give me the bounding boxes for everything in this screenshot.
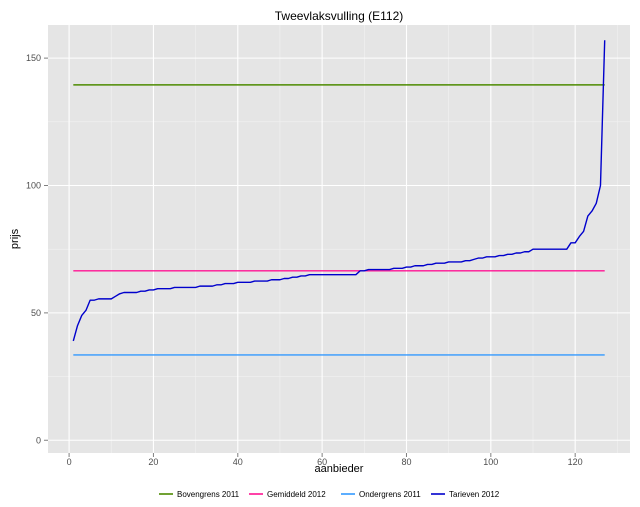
y-tick-label: 150	[26, 53, 41, 63]
legend-label-ondergrens-2011: Ondergrens 2011	[359, 490, 421, 499]
x-tick-label: 120	[568, 457, 583, 467]
grid-major	[48, 25, 630, 453]
legend-item-ondergrens-2011: Ondergrens 2011	[341, 490, 421, 499]
y-tick-label: 100	[26, 181, 41, 191]
x-axis: 0 20 40 60 80 100 120	[67, 453, 583, 467]
x-tick-label: 80	[401, 457, 411, 467]
x-tick-label: 100	[483, 457, 498, 467]
y-tick-label: 50	[31, 308, 41, 318]
grid-minor	[48, 25, 630, 453]
legend-label-bovengrens-2011: Bovengrens 2011	[177, 490, 240, 499]
legend-item-gemiddeld-2012: Gemiddeld 2012	[249, 490, 326, 499]
x-tick-label: 60	[317, 457, 327, 467]
legend-label-gemiddeld-2012: Gemiddeld 2012	[267, 490, 326, 499]
plot-panel	[48, 25, 630, 453]
series-layer	[72, 40, 606, 356]
legend-label-tarieven-2012: Tarieven 2012	[449, 490, 500, 499]
legend-item-bovengrens-2011: Bovengrens 2011	[159, 490, 240, 499]
y-tick-label: 0	[36, 435, 41, 445]
x-axis-title: aanbieder	[315, 463, 364, 475]
legend: Bovengrens 2011 Gemiddeld 2012 Ondergrens …	[159, 490, 500, 499]
series-line-tarieven-2012	[72, 40, 606, 342]
legend-item-tarieven-2012: Tarieven 2012	[431, 490, 500, 499]
x-tick-label: 0	[67, 457, 72, 467]
y-axis: 0 50 100 150	[26, 53, 48, 445]
x-tick-label: 40	[233, 457, 243, 467]
y-axis-title: prijs	[9, 228, 21, 249]
chart-title: Tweevlaksvulling (E112)	[275, 9, 404, 23]
x-tick-label: 20	[148, 457, 158, 467]
